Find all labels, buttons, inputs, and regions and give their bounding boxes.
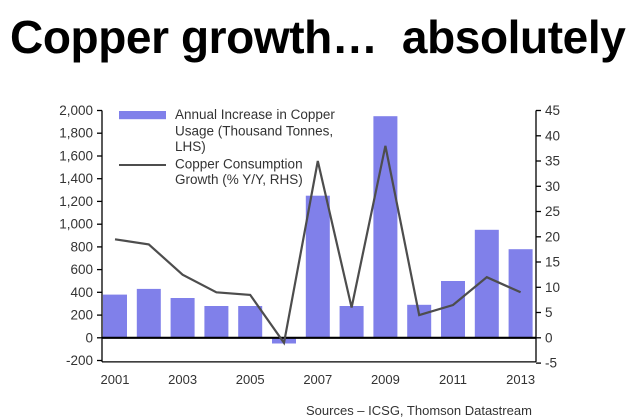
svg-text:LHS): LHS) xyxy=(175,139,206,154)
svg-text:15: 15 xyxy=(545,255,560,270)
svg-text:1,600: 1,600 xyxy=(59,149,93,164)
svg-text:2013: 2013 xyxy=(506,372,535,387)
svg-text:Usage (Thousand Tonnes,: Usage (Thousand Tonnes, xyxy=(175,124,333,139)
svg-text:1,200: 1,200 xyxy=(59,194,93,209)
svg-text:1,000: 1,000 xyxy=(59,217,93,232)
svg-text:1,800: 1,800 xyxy=(59,126,93,141)
svg-text:5: 5 xyxy=(545,305,553,320)
svg-text:800: 800 xyxy=(70,239,93,254)
svg-text:45: 45 xyxy=(545,103,560,118)
svg-text:600: 600 xyxy=(70,262,93,277)
svg-text:35: 35 xyxy=(545,154,560,169)
svg-text:25: 25 xyxy=(545,204,560,219)
svg-text:2005: 2005 xyxy=(236,372,265,387)
svg-text:Copper Consumption: Copper Consumption xyxy=(175,157,303,172)
svg-text:20: 20 xyxy=(545,229,560,244)
svg-text:0: 0 xyxy=(85,330,93,345)
svg-text:200: 200 xyxy=(70,308,93,323)
svg-text:30: 30 xyxy=(545,179,560,194)
svg-text:2,000: 2,000 xyxy=(59,103,93,118)
svg-text:0: 0 xyxy=(545,330,553,345)
svg-text:2007: 2007 xyxy=(303,372,332,387)
svg-text:400: 400 xyxy=(70,285,93,300)
svg-text:2003: 2003 xyxy=(168,372,197,387)
svg-text:Growth (% Y/Y, RHS): Growth (% Y/Y, RHS) xyxy=(175,172,303,187)
svg-text:Annual Increase in Copper: Annual Increase in Copper xyxy=(175,107,335,122)
svg-text:2001: 2001 xyxy=(101,372,130,387)
svg-text:-5: -5 xyxy=(545,356,557,371)
svg-text:-200: -200 xyxy=(66,353,93,368)
svg-text:2011: 2011 xyxy=(439,372,467,387)
svg-text:10: 10 xyxy=(545,280,560,295)
svg-text:1,400: 1,400 xyxy=(59,171,93,186)
svg-text:40: 40 xyxy=(545,128,560,143)
svg-text:2009: 2009 xyxy=(371,372,400,387)
